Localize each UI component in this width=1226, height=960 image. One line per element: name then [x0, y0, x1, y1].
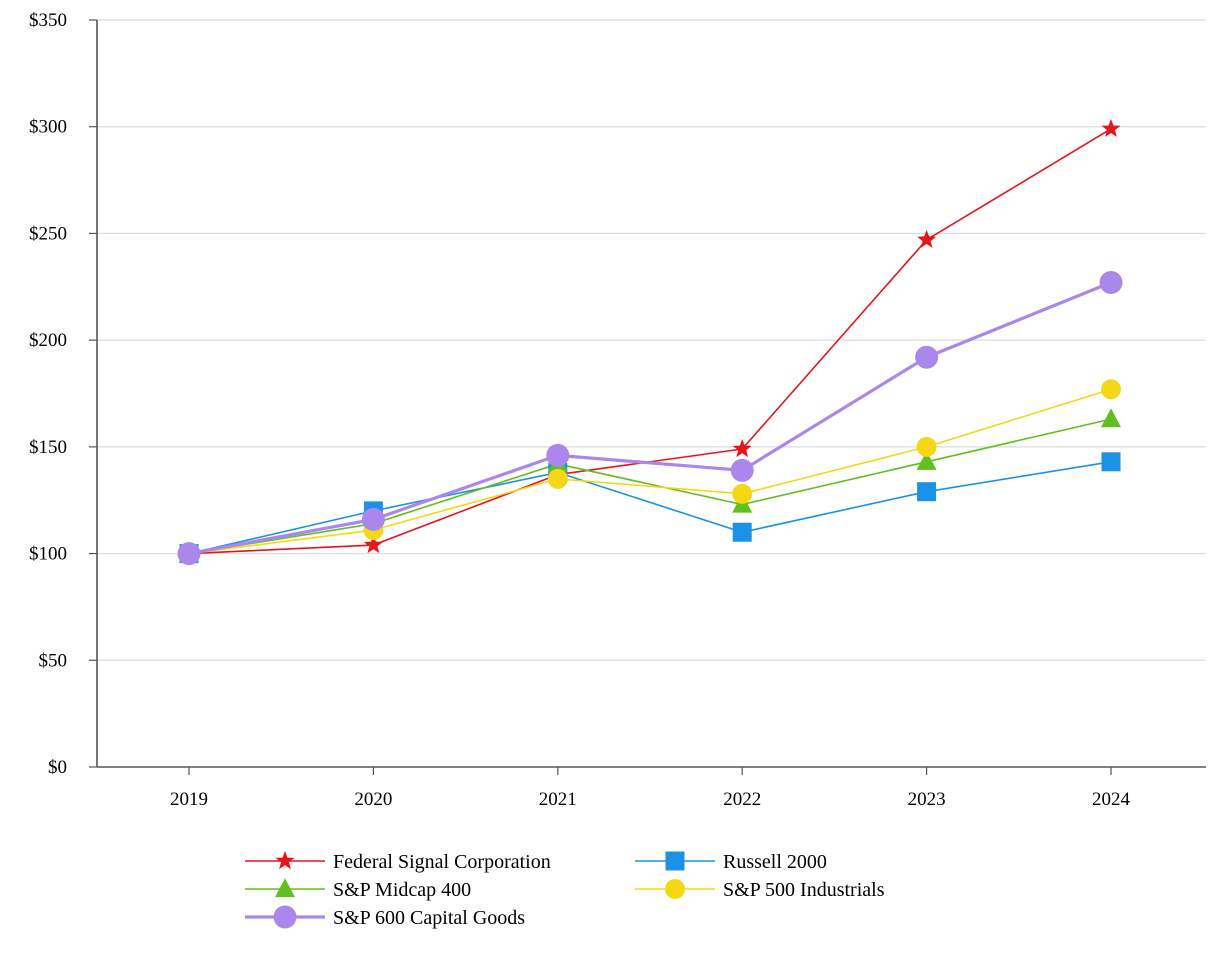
data-point-sandp-600-capital-goods	[1099, 271, 1123, 295]
x-tick-label: 2021	[539, 789, 577, 810]
legend-item-federal-signal-corporation: Federal Signal Corporation	[245, 851, 551, 873]
series-sandp-midcap-400	[188, 418, 1112, 555]
data-point-russell-2000	[732, 522, 752, 542]
legend-marker-sandp-600-capital-goods	[273, 905, 297, 929]
data-point-federal-signal-corporation	[917, 229, 937, 248]
data-point-sandp-600-capital-goods	[177, 542, 201, 566]
series-line-sandp-600-capital-goods	[188, 281, 1112, 556]
series-line-russell-2000	[188, 461, 1112, 555]
data-point-sandp-500-industrials	[732, 483, 753, 504]
series-points-russell-2000	[179, 452, 1121, 564]
series-line-sandp-midcap-400	[188, 418, 1112, 555]
legend-label: Federal Signal Corporation	[333, 851, 551, 873]
y-tick-label: $350	[29, 10, 67, 31]
gridlines	[97, 19, 1206, 661]
y-tick-label: $300	[29, 117, 67, 138]
series-russell-2000	[188, 461, 1112, 555]
legend-marker-sandp-500-industrials	[665, 879, 685, 899]
x-tick-label: 2019	[170, 789, 208, 810]
series-sandp-600-capital-goods	[188, 281, 1112, 556]
y-tick-label: $150	[29, 437, 67, 458]
series-federal-signal-corporation	[188, 128, 1112, 555]
data-point-russell-2000	[1101, 452, 1121, 472]
data-point-sandp-midcap-400	[916, 450, 937, 470]
series-points-sandp-500-industrials	[179, 379, 1121, 564]
axes: $0 $50 $100 $150 $200 $250 $300 $350 2019 2020 202…	[29, 10, 1206, 810]
x-tick-label: 2023	[908, 789, 946, 810]
legend-label: S&P 500 Industrials	[723, 879, 885, 901]
data-point-sandp-600-capital-goods	[730, 458, 754, 482]
legend-marker-federal-signal-corporation	[275, 851, 295, 870]
data-point-sandp-midcap-400	[1101, 408, 1121, 428]
y-tick-label: $50	[39, 650, 68, 671]
data-point-federal-signal-corporation	[363, 535, 383, 554]
y-tick-label: $250	[29, 223, 67, 244]
series-sandp-500-industrials	[188, 388, 1112, 555]
data-point-federal-signal-corporation	[1101, 118, 1121, 137]
x-tick-label: 2022	[723, 789, 761, 810]
legend-label: S&P Midcap 400	[333, 879, 471, 901]
legend-label: S&P 600 Capital Goods	[333, 907, 525, 929]
y-tick-label: $100	[29, 544, 67, 565]
data-point-sandp-600-capital-goods	[361, 507, 385, 531]
data-point-sandp-600-capital-goods	[546, 443, 570, 467]
data-point-sandp-500-industrials	[547, 468, 568, 489]
legend-item-russell-2000: Russell 2000	[635, 851, 827, 873]
y-tick-label: $200	[29, 330, 67, 351]
series-lines	[188, 128, 1112, 556]
legend: Federal Signal Corporation Russell 2000 S&…	[245, 851, 885, 929]
legend-item-sandp-600-capital-goods: S&P 600 Capital Goods	[245, 905, 525, 929]
series-points-sandp-600-capital-goods	[177, 271, 1123, 566]
data-point-sandp-500-industrials	[1101, 379, 1121, 400]
data-point-sandp-500-industrials	[916, 436, 937, 457]
legend-marker-russell-2000	[665, 851, 685, 871]
y-tick-label: $0	[48, 757, 67, 778]
data-point-russell-2000	[917, 482, 937, 502]
legend-label: Russell 2000	[723, 851, 827, 873]
legend-marker-sandp-midcap-400	[275, 878, 295, 898]
x-tick-label: 2024	[1092, 789, 1131, 810]
series-markers	[177, 118, 1123, 566]
series-line-federal-signal-corporation	[188, 128, 1112, 555]
data-point-federal-signal-corporation	[732, 438, 752, 458]
series-line-sandp-500-industrials	[188, 388, 1112, 555]
legend-item-sandp-midcap-400: S&P Midcap 400	[245, 878, 471, 901]
legend-item-sandp-500-industrials: S&P 500 Industrials	[635, 879, 885, 901]
data-point-sandp-600-capital-goods	[915, 345, 939, 369]
x-tick-label: 2020	[354, 789, 392, 810]
